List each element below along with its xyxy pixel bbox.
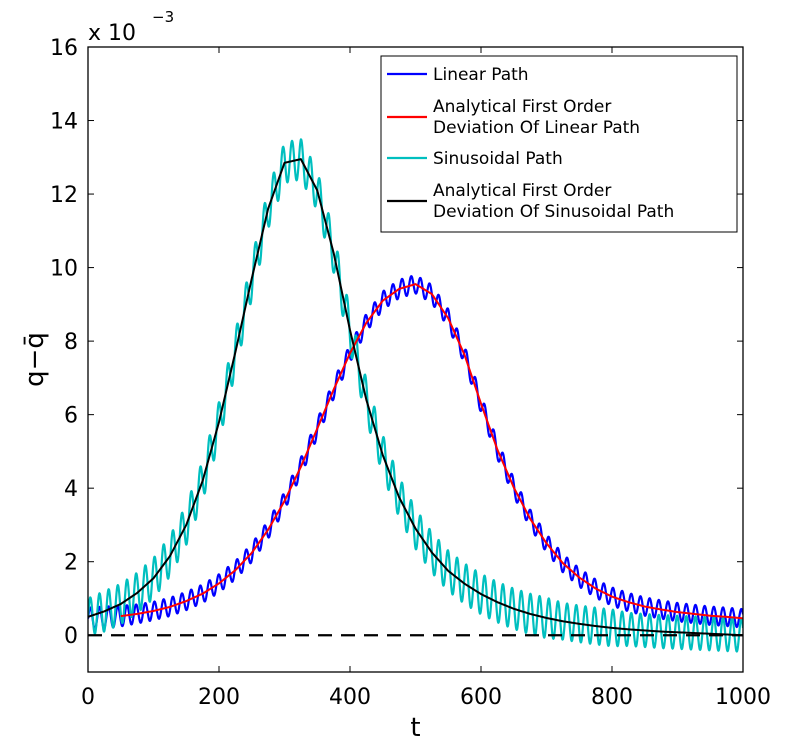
series-line-2 (88, 138, 743, 653)
x-tick-label: 400 (329, 685, 371, 710)
ticks-layer: 0 200 400 600 800 1000 0 2 4 6 8 10 12 14 16 (50, 36, 771, 710)
y-axis-label: q−q̄ (20, 332, 50, 387)
y-tick-label: 8 (64, 330, 78, 355)
y-tick-label: 14 (50, 110, 78, 135)
legend-label: Analytical First Order (433, 181, 611, 201)
plot-frame (87, 46, 744, 673)
y-tick-label: 12 (50, 183, 78, 208)
series-layer (88, 138, 743, 653)
series-line-0 (88, 275, 743, 631)
series-line-1 (120, 283, 743, 620)
y-tick-label: 0 (64, 624, 78, 649)
x-tick-label: 800 (591, 685, 633, 710)
y-tick-label: 4 (64, 477, 78, 502)
y-axis-exponent-power: −3 (152, 8, 174, 26)
y-axis-exponent: x 10 (88, 21, 136, 46)
y-tick-label: 16 (50, 36, 78, 61)
legend-label: Deviation Of Linear Path (433, 118, 640, 138)
y-tick-label: 2 (64, 551, 78, 576)
x-tick-label: 600 (460, 685, 502, 710)
series-line-3 (88, 158, 743, 637)
y-tick-label: 6 (64, 404, 78, 429)
y-tick-label: 10 (50, 257, 78, 282)
legend-label: Deviation Of Sinusoidal Path (433, 202, 674, 222)
legend-box (380, 55, 738, 233)
legend-label: Analytical First Order (433, 97, 611, 117)
x-axis-label: t (410, 713, 420, 743)
x-tick-label: 1000 (715, 685, 771, 710)
legend-label: Linear Path (433, 65, 529, 85)
x-tick-label: 0 (81, 685, 95, 710)
x-tick-label: 200 (198, 685, 240, 710)
legend-label: Sinusoidal Path (433, 149, 563, 169)
